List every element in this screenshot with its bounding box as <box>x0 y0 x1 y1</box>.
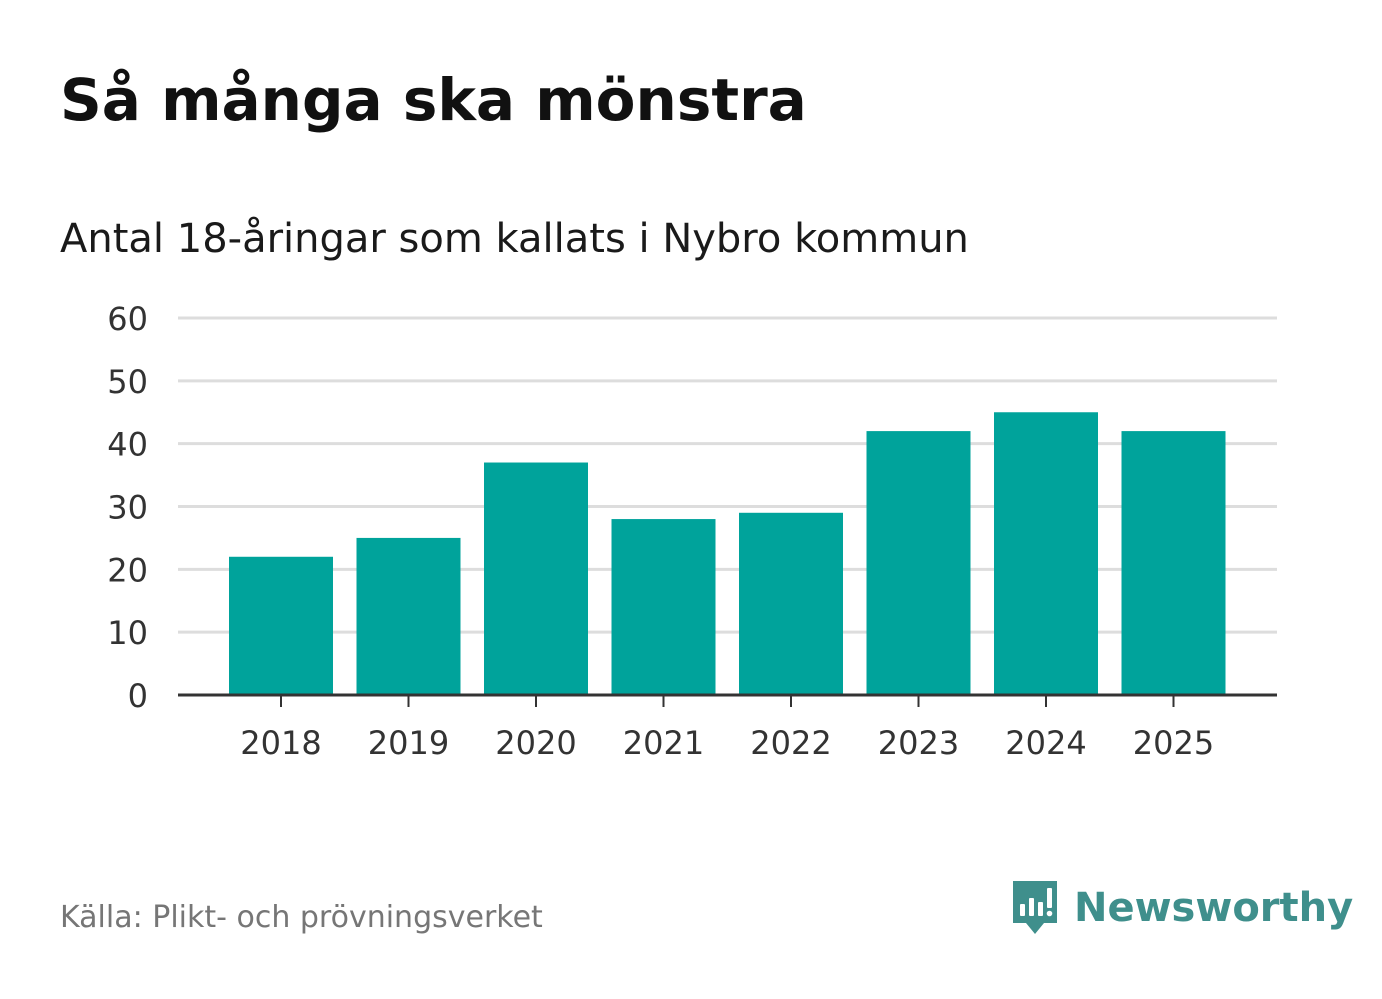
x-tick-label-2022: 2022 <box>750 724 831 762</box>
x-tick-label-2020: 2020 <box>495 724 576 762</box>
grid-lines <box>178 316 1277 634</box>
chart-subtitle: Antal 18-åringar som kallats i Nybro kom… <box>60 216 969 262</box>
bar-2018 <box>229 556 333 695</box>
x-tick-label-2018: 2018 <box>240 724 321 762</box>
axes <box>178 693 1277 707</box>
newsworthy-logo-icon <box>1013 881 1057 934</box>
bar-2024 <box>994 412 1098 695</box>
x-tick-label-2024: 2024 <box>1005 724 1086 762</box>
x-tick-label-2025: 2025 <box>1133 724 1214 762</box>
bar-2020 <box>484 462 588 695</box>
brand-name: Newsworthy <box>1074 885 1354 931</box>
bar-2019 <box>356 537 461 695</box>
y-tick-label-40: 40 <box>107 426 148 464</box>
bar-2023 <box>866 431 971 695</box>
x-tick-label-2023: 2023 <box>878 724 959 762</box>
brand-logo: Newsworthy <box>1010 878 1353 938</box>
x-tick-label-2019: 2019 <box>368 724 449 762</box>
source-note: Källa: Plikt- och prövningsverket <box>60 900 543 935</box>
y-tick-label-20: 20 <box>107 551 148 589</box>
x-tick-label-2021: 2021 <box>623 724 704 762</box>
y-tick-label-10: 10 <box>107 614 148 652</box>
bar-2021 <box>611 519 716 695</box>
bar-2022 <box>739 512 843 695</box>
y-tick-label-0: 0 <box>128 677 148 715</box>
y-tick-label-30: 30 <box>107 489 148 527</box>
y-tick-label-50: 50 <box>107 363 148 401</box>
y-tick-label-60: 60 <box>107 300 148 338</box>
bar-2025 <box>1121 431 1226 695</box>
chart-title: Så många ska mönstra <box>60 66 807 134</box>
bars <box>229 412 1226 695</box>
tick-labels: 0 10 20 30 40 50 60 2018 2019 2020 2021 2022 2023 202… <box>107 300 1214 762</box>
